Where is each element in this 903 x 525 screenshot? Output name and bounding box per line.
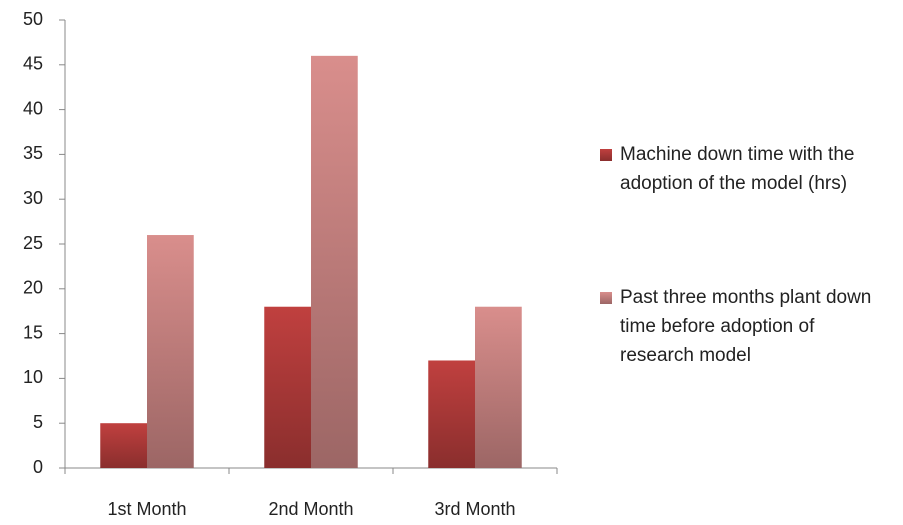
bar [311, 55, 358, 469]
y-tick-label: 30 [23, 188, 43, 208]
y-tick-label: 50 [23, 9, 43, 29]
legend-entry: Machine down time with the adoption of t… [600, 140, 890, 198]
x-tick-label: 3rd Month [434, 499, 515, 519]
legend-swatch [600, 149, 612, 161]
y-tick-label: 20 [23, 278, 43, 298]
legend-entry: Past three months plant down time before… [600, 283, 890, 370]
y-tick-label: 10 [23, 367, 43, 387]
y-tick-label: 5 [33, 412, 43, 432]
x-tick-label: 1st Month [107, 499, 186, 519]
y-tick-label: 35 [23, 143, 43, 163]
legend-swatch [600, 292, 612, 304]
legend-label: Past three months plant down time before… [620, 287, 872, 366]
y-tick-label: 25 [23, 233, 43, 253]
bar [264, 306, 311, 468]
y-tick-label: 45 [23, 54, 43, 74]
y-tick-label: 40 [23, 98, 43, 118]
bar [475, 306, 522, 468]
bar [147, 235, 194, 468]
legend-label: Machine down time with the adoption of t… [620, 144, 855, 194]
y-tick-label: 15 [23, 322, 43, 342]
bar [100, 423, 147, 468]
x-tick-label: 2nd Month [268, 499, 353, 519]
bar [428, 360, 475, 468]
y-tick-label: 0 [33, 457, 43, 477]
